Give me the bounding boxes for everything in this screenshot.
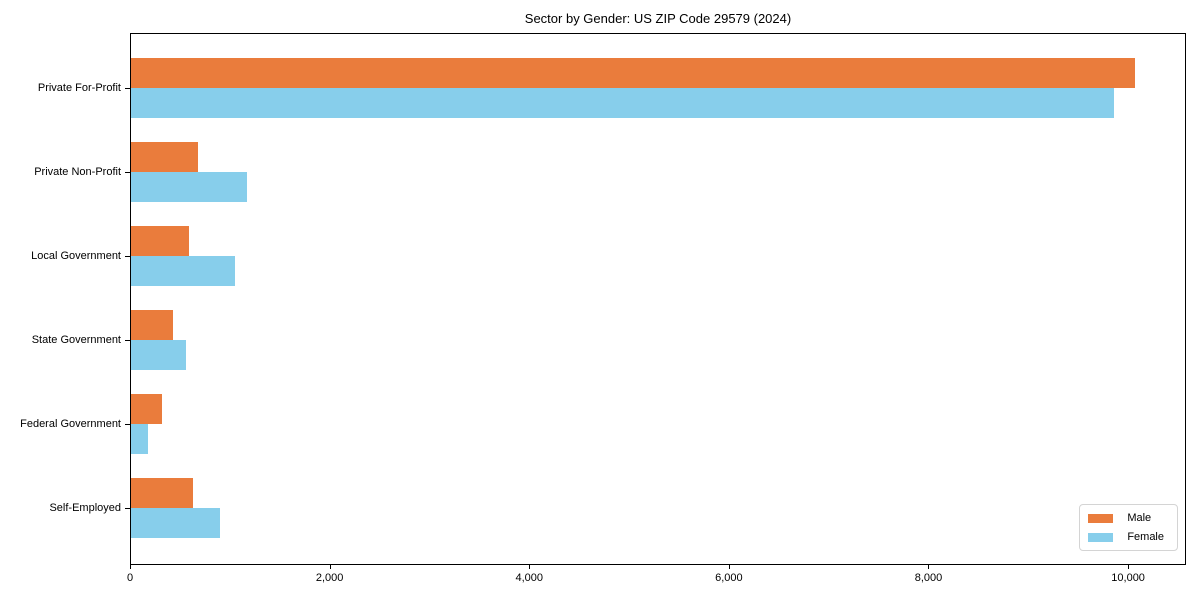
bar-male bbox=[131, 142, 198, 172]
category-row bbox=[131, 214, 1185, 298]
y-axis-row: Private Non-Profit bbox=[0, 130, 130, 214]
bar-female bbox=[131, 424, 148, 454]
bar-male bbox=[131, 58, 1136, 88]
x-tick-label: 2,000 bbox=[315, 572, 344, 584]
legend-label: Female bbox=[1127, 531, 1164, 543]
x-tick-label: 0 bbox=[126, 572, 134, 584]
plot-area: Male Female bbox=[130, 33, 1186, 565]
bar-male bbox=[131, 310, 173, 340]
category-label: Local Government bbox=[31, 250, 121, 262]
chart-title: Sector by Gender: US ZIP Code 29579 (202… bbox=[524, 11, 792, 26]
y-tick bbox=[125, 87, 130, 89]
legend-label: Male bbox=[1127, 512, 1152, 524]
category-row bbox=[131, 298, 1185, 382]
y-tick bbox=[125, 255, 130, 257]
category-label: Private For-Profit bbox=[37, 82, 121, 94]
bar-female bbox=[131, 508, 220, 538]
bars-area bbox=[131, 46, 1185, 550]
category-row bbox=[131, 46, 1185, 130]
bar-female bbox=[131, 172, 247, 202]
x-tick bbox=[1128, 565, 1130, 569]
y-tick bbox=[125, 171, 130, 173]
x-tick bbox=[928, 565, 930, 569]
y-axis-row: Federal Government bbox=[0, 382, 130, 466]
x-tick bbox=[529, 565, 531, 569]
x-tick bbox=[329, 565, 331, 569]
y-tick bbox=[125, 423, 130, 425]
x-tick-label: 4,000 bbox=[515, 572, 543, 584]
y-tick bbox=[125, 507, 130, 509]
legend-swatch-male bbox=[1088, 513, 1114, 523]
y-axis-row: Local Government bbox=[0, 214, 130, 298]
x-tick-label: 6,000 bbox=[715, 572, 743, 584]
y-axis-row: State Government bbox=[0, 298, 130, 382]
x-tick bbox=[728, 565, 730, 569]
category-label: Private Non-Profit bbox=[34, 166, 121, 178]
bar-female bbox=[131, 256, 235, 286]
y-axis-labels: Private For-Profit Private Non-Profit Loca… bbox=[0, 46, 130, 550]
x-tick bbox=[130, 565, 131, 569]
y-axis-row: Self-Employed bbox=[0, 466, 130, 550]
bar-male bbox=[131, 394, 162, 424]
category-row bbox=[131, 382, 1185, 466]
x-axis: 0 2,000 4,000 6,000 8,000 10,000 bbox=[126, 565, 1186, 591]
bar-female bbox=[131, 88, 1115, 118]
bar-male bbox=[131, 478, 193, 508]
x-tick-label: 8,000 bbox=[914, 572, 943, 584]
y-tick bbox=[125, 339, 130, 341]
legend: Male Female bbox=[1079, 504, 1178, 551]
x-tick-label: 10,000 bbox=[1111, 572, 1145, 584]
legend-item: Female bbox=[1088, 531, 1164, 543]
legend-swatch-female bbox=[1088, 532, 1114, 542]
bar-female bbox=[131, 340, 186, 370]
category-row bbox=[131, 466, 1185, 550]
category-label: Federal Government bbox=[20, 418, 121, 430]
category-label: State Government bbox=[31, 334, 121, 346]
bar-male bbox=[131, 226, 189, 256]
category-label: Self-Employed bbox=[49, 502, 121, 514]
category-row bbox=[131, 130, 1185, 214]
legend-item: Male bbox=[1088, 512, 1164, 524]
y-axis-row: Private For-Profit bbox=[0, 46, 130, 130]
